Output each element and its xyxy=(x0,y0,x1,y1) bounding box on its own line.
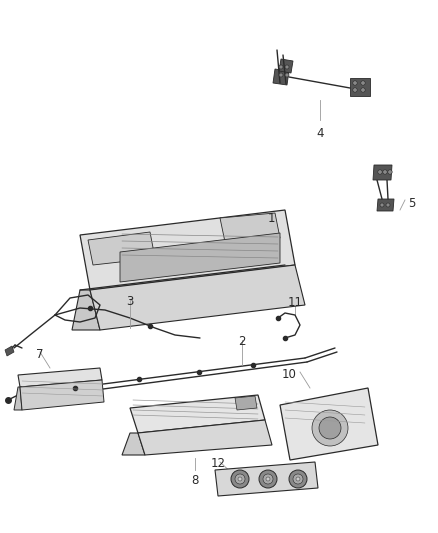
Circle shape xyxy=(266,477,270,481)
Circle shape xyxy=(293,474,303,484)
Polygon shape xyxy=(122,433,145,455)
Polygon shape xyxy=(120,233,280,282)
Circle shape xyxy=(380,203,384,207)
Text: 2: 2 xyxy=(238,335,246,348)
Polygon shape xyxy=(88,232,155,265)
Polygon shape xyxy=(80,210,295,290)
Circle shape xyxy=(353,81,357,85)
Circle shape xyxy=(289,470,307,488)
Polygon shape xyxy=(18,368,102,387)
Polygon shape xyxy=(373,165,392,180)
Circle shape xyxy=(353,88,357,92)
Circle shape xyxy=(361,81,365,85)
Text: 12: 12 xyxy=(211,457,226,470)
Text: 11: 11 xyxy=(287,296,303,309)
Circle shape xyxy=(296,477,300,481)
Circle shape xyxy=(285,65,289,69)
Polygon shape xyxy=(235,396,257,410)
Circle shape xyxy=(279,73,283,77)
Polygon shape xyxy=(20,380,104,410)
Text: 1: 1 xyxy=(268,212,276,225)
Circle shape xyxy=(263,474,273,484)
Polygon shape xyxy=(279,59,293,73)
Circle shape xyxy=(325,423,335,433)
Circle shape xyxy=(231,470,249,488)
Polygon shape xyxy=(5,346,14,356)
Text: 10: 10 xyxy=(282,368,297,381)
Polygon shape xyxy=(377,199,394,211)
Circle shape xyxy=(361,88,365,92)
Circle shape xyxy=(312,410,348,446)
Polygon shape xyxy=(90,265,305,330)
Circle shape xyxy=(386,203,390,207)
Polygon shape xyxy=(14,387,22,410)
Circle shape xyxy=(238,477,242,481)
Text: 7: 7 xyxy=(36,348,44,361)
Text: 5: 5 xyxy=(408,197,415,210)
Polygon shape xyxy=(130,395,265,433)
Circle shape xyxy=(388,170,392,174)
Circle shape xyxy=(319,417,341,439)
Polygon shape xyxy=(220,213,280,242)
Circle shape xyxy=(279,65,283,69)
Circle shape xyxy=(383,170,387,174)
Circle shape xyxy=(378,170,382,174)
Polygon shape xyxy=(350,78,370,96)
Polygon shape xyxy=(215,462,318,496)
Text: 4: 4 xyxy=(316,127,324,140)
Text: 8: 8 xyxy=(191,474,199,487)
Polygon shape xyxy=(273,69,289,85)
Circle shape xyxy=(285,73,289,77)
Text: 3: 3 xyxy=(126,295,134,308)
Polygon shape xyxy=(72,290,100,330)
Circle shape xyxy=(235,474,245,484)
Polygon shape xyxy=(138,420,272,455)
Circle shape xyxy=(259,470,277,488)
Polygon shape xyxy=(280,388,378,460)
